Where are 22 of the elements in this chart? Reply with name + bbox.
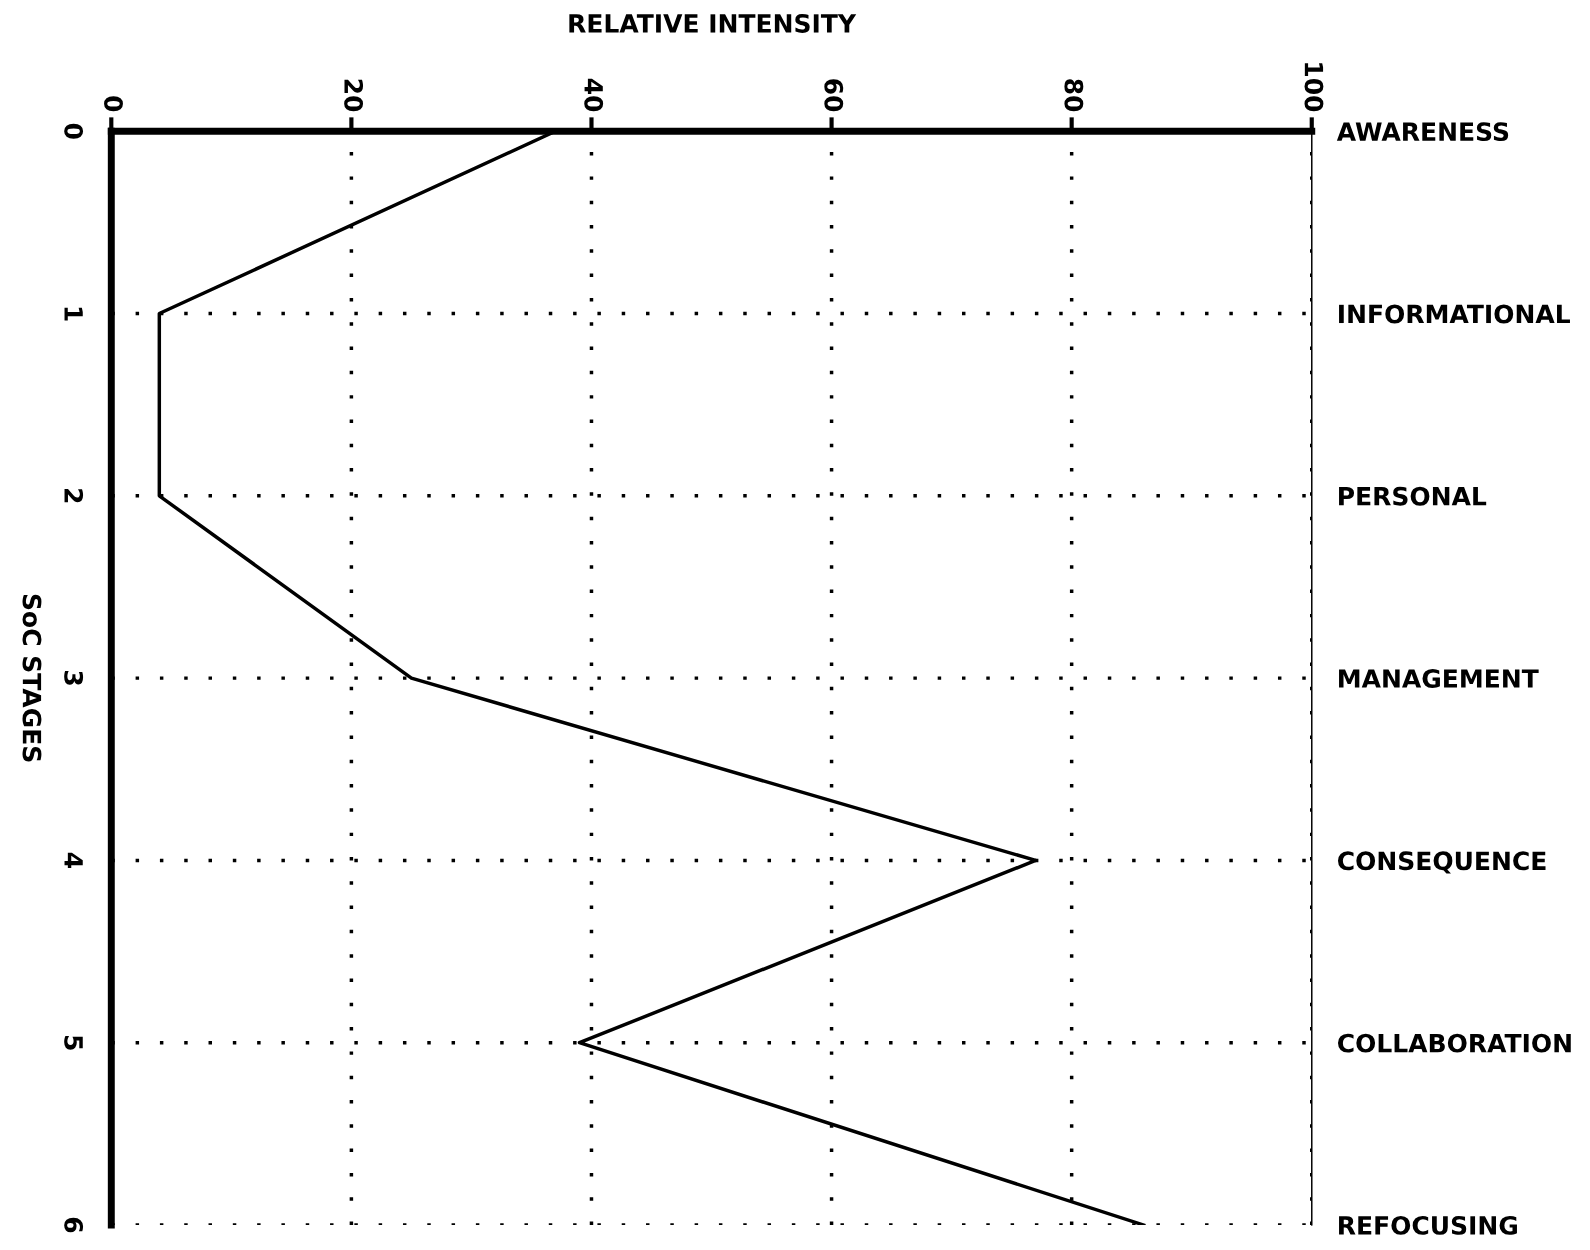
y-tick-label: 4 <box>64 852 83 868</box>
x-axis-title: RELATIVE INTENSITY <box>569 13 857 33</box>
y-tick-label: 1 <box>64 307 83 321</box>
y2-tick-label: INFORMATIONAL <box>1339 304 1570 324</box>
y2-tick-label: PERSONAL <box>1339 486 1487 506</box>
y2-tick-label: COLLABORATION <box>1338 1033 1571 1053</box>
y2-tick-label: CONSEQUENCE <box>1338 851 1546 874</box>
x-tick-label: 100 <box>1304 63 1324 112</box>
x-tick-label: 60 <box>824 79 844 112</box>
y-axis-title: SoC STAGES <box>22 594 42 762</box>
y2-tick-label: MANAGEMENT <box>1339 669 1539 688</box>
y-tick-label: 0 <box>64 123 84 139</box>
x-tick-label: 40 <box>584 78 604 112</box>
x-tick-label: 20 <box>344 79 364 112</box>
x-tick-label: 0 <box>104 96 123 112</box>
y-tick-label: 2 <box>64 489 84 503</box>
y2-tick-label: REFOCUSING <box>1339 1215 1517 1235</box>
y-tick-label: 3 <box>64 671 84 685</box>
x-tick-label: 80 <box>1064 79 1084 112</box>
y-tick-label: 5 <box>64 1035 83 1050</box>
y-tick-label: 6 <box>64 1217 84 1233</box>
y2-tick-label: AWARENESS <box>1336 122 1509 142</box>
